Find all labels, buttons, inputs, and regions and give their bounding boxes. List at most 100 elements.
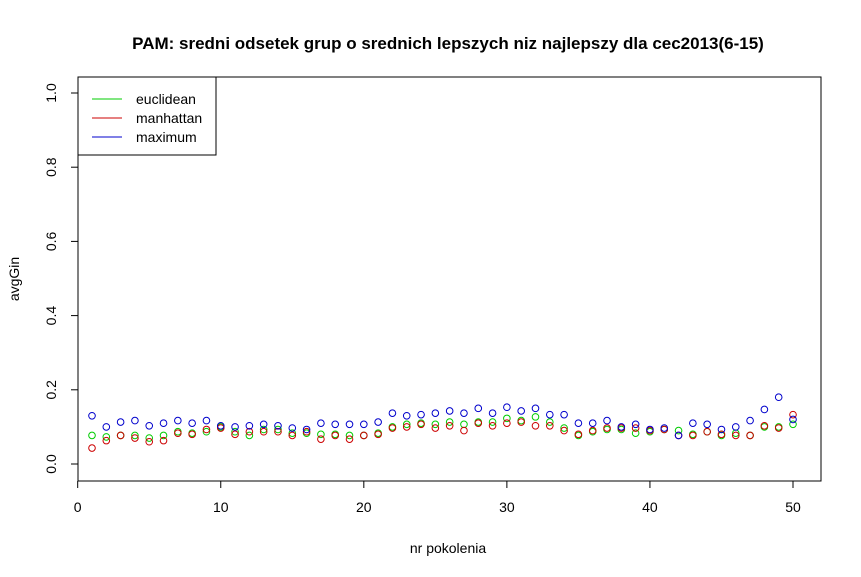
data-point (259, 427, 268, 436)
x-tick-label: 40 (642, 499, 658, 515)
data-point (88, 444, 96, 452)
data-point (159, 419, 168, 427)
data-point (531, 404, 540, 413)
data-point (517, 418, 525, 426)
data-point (603, 416, 611, 425)
data-point (603, 424, 611, 432)
data-point (245, 431, 254, 440)
series-maximum (88, 393, 797, 440)
data-point (574, 419, 583, 427)
data-point (774, 393, 783, 402)
data-point (503, 419, 511, 427)
data-points (88, 393, 797, 452)
data-point (574, 430, 583, 439)
data-point (689, 419, 697, 427)
data-point (445, 407, 454, 415)
data-point (360, 420, 368, 429)
data-point (445, 421, 454, 430)
data-point (402, 423, 411, 431)
data-point (402, 420, 411, 429)
data-point (445, 418, 454, 426)
data-point (517, 407, 525, 415)
x-tick-label: 30 (499, 499, 515, 515)
y-axis: 0.0 0.2 0.4 0.6 0.8 1.0 (43, 83, 79, 474)
data-point (674, 426, 683, 435)
data-point (531, 421, 540, 430)
data-point (288, 431, 297, 440)
data-point (717, 425, 726, 434)
y-tick-label: 0.6 (43, 231, 59, 251)
x-axis: 0 10 20 30 40 50 (74, 480, 801, 515)
data-point (188, 430, 196, 439)
data-point (531, 413, 540, 421)
data-point (174, 416, 182, 425)
data-point (431, 409, 440, 417)
data-point (460, 426, 468, 435)
data-point (302, 427, 311, 436)
data-point (631, 424, 640, 432)
legend-label-maximum: maximum (136, 129, 197, 145)
data-point (245, 427, 254, 436)
data-point (116, 418, 125, 426)
chart-title: PAM: sredni odsetek grup o srednich leps… (132, 34, 764, 53)
data-point (703, 420, 711, 429)
data-point (345, 431, 354, 440)
data-point (317, 430, 325, 439)
y-tick-label: 0.0 (43, 454, 59, 474)
data-point (145, 434, 154, 442)
data-point (288, 424, 297, 432)
data-point (131, 434, 139, 442)
data-point (274, 425, 282, 434)
data-point (388, 409, 397, 417)
data-point (116, 431, 125, 440)
data-point (145, 421, 154, 430)
data-point (331, 431, 340, 440)
data-point (746, 431, 754, 440)
data-point (274, 427, 282, 436)
data-point (88, 411, 96, 420)
data-point (545, 421, 554, 430)
data-point (588, 419, 597, 427)
data-point (145, 437, 154, 446)
data-point (345, 435, 354, 443)
data-point (231, 430, 239, 439)
data-point (231, 423, 239, 431)
data-point (746, 416, 754, 425)
data-point (474, 404, 483, 413)
data-point (545, 410, 554, 419)
data-point (488, 418, 497, 426)
data-point (159, 436, 168, 445)
x-tick-label: 10 (213, 499, 229, 515)
data-point (774, 424, 783, 432)
data-point (345, 420, 354, 429)
data-point (731, 431, 740, 440)
data-point (417, 410, 425, 419)
data-point (660, 424, 669, 432)
data-point (474, 419, 483, 427)
data-point (460, 409, 468, 417)
y-tick-label: 0.4 (43, 306, 59, 326)
data-point (131, 431, 139, 440)
y-tick-label: 0.2 (43, 380, 59, 400)
data-point (288, 429, 297, 438)
data-point (417, 420, 425, 429)
data-point (102, 436, 111, 445)
data-point (760, 405, 769, 414)
data-point (717, 430, 726, 439)
data-point (560, 424, 568, 432)
data-point (102, 433, 111, 441)
y-tick-label: 0.8 (43, 157, 59, 177)
data-point (731, 423, 740, 431)
data-point (317, 435, 325, 443)
y-tick-label: 1.0 (43, 83, 59, 103)
data-point (617, 423, 626, 431)
data-point (503, 403, 511, 412)
data-point (488, 421, 497, 430)
data-point (88, 431, 96, 440)
data-point (431, 424, 440, 432)
data-point (360, 431, 368, 440)
data-point (560, 426, 568, 435)
data-point (374, 430, 382, 439)
data-point (388, 424, 397, 432)
data-point (317, 419, 325, 427)
